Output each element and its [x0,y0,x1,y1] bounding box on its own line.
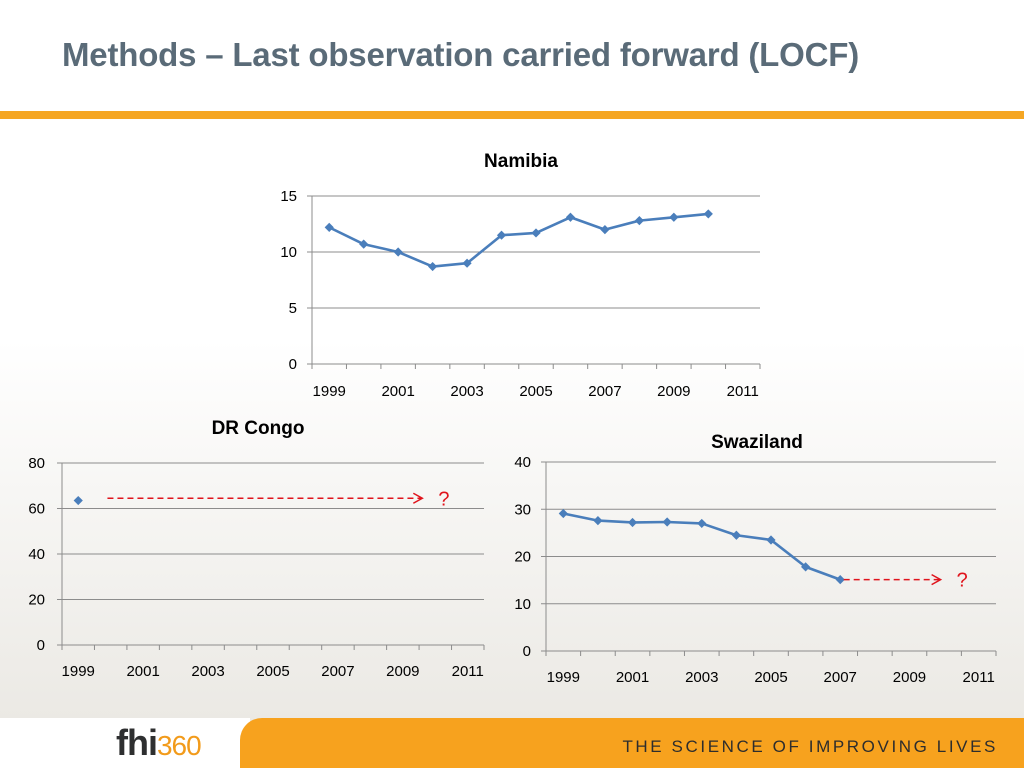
x-tick-label: 2007 [588,383,621,400]
data-point-marker [462,258,472,268]
x-tick-label: 2005 [754,669,787,686]
y-tick-label: 5 [289,300,297,317]
locf-arrow-head [412,492,424,504]
data-point-marker [496,230,507,240]
logo-fhi-text: fhi [116,722,158,763]
chart-title: Namibia [484,151,558,172]
data-point-marker [531,228,541,238]
locf-question-mark: ? [957,570,968,592]
data-point-marker [731,530,741,540]
data-point-marker [428,261,438,272]
y-tick-label: 15 [280,188,297,205]
x-tick-label: 2001 [616,669,649,686]
fhi360-logo: fhi360 [116,722,202,766]
y-tick-label: 60 [28,501,45,518]
x-tick-label: 2011 [452,663,484,680]
data-point-marker [359,239,369,249]
x-tick-label: 2003 [191,663,224,680]
footer-tagline: THE SCIENCE OF IMPROVING LIVES [622,737,998,756]
series-line [328,212,709,268]
x-tick-label: 1999 [62,663,95,680]
data-point-marker [835,575,845,585]
x-tick-label: 2005 [256,663,289,680]
logo-360-text: 360 [156,730,202,761]
data-point-marker [634,216,644,226]
y-tick-label: 40 [28,546,45,563]
y-tick-label: 0 [37,637,45,654]
y-tick-label: 20 [514,549,531,566]
x-tick-label: 2009 [386,663,419,680]
title-divider [0,111,1024,119]
data-point-marker [669,212,679,222]
data-point-marker [662,517,672,527]
x-tick-label: 1999 [313,383,346,400]
x-tick-label: 2011 [963,669,995,686]
x-tick-label: 2001 [126,663,159,680]
data-point-marker [593,515,603,526]
data-point-marker [627,517,638,528]
data-point-marker [703,209,713,219]
slide-title: Methods – Last observation carried forwa… [62,36,859,73]
x-tick-label: 2007 [321,663,354,680]
locf-question-mark: ? [438,488,449,510]
data-point-marker [565,212,576,222]
data-point-marker [697,518,707,529]
x-tick-label: 2003 [685,669,718,686]
data-point-marker [766,535,776,545]
x-tick-label: 2005 [519,383,552,400]
chart-title: DR Congo [212,418,305,439]
footer-tagline-band [240,718,1024,768]
locf-arrow-head [931,573,943,586]
data-point-marker [558,508,568,519]
footer-logo-area [0,718,250,768]
x-tick-label: 1999 [547,669,580,686]
x-tick-label: 2009 [657,383,690,400]
data-point-marker [600,225,610,235]
y-tick-label: 0 [289,356,297,373]
y-tick-label: 80 [28,455,45,472]
y-tick-label: 0 [523,643,531,660]
chart-title: Swaziland [711,432,803,453]
x-tick-label: 2011 [727,383,759,400]
data-point-marker [324,222,334,232]
x-tick-label: 2009 [893,669,926,686]
y-tick-label: 30 [514,501,531,518]
data-point-marker [393,247,403,257]
data-point-marker [801,562,811,572]
x-tick-label: 2007 [824,669,857,686]
y-tick-label: 40 [514,454,531,471]
y-tick-label: 10 [280,244,297,261]
data-point-marker [73,495,83,506]
x-tick-label: 2003 [450,383,483,400]
y-tick-label: 20 [28,592,45,609]
footer-bar: fhi360 THE SCIENCE OF IMPROVING LIVES [0,718,1024,768]
x-tick-label: 2001 [381,383,414,400]
y-tick-label: 10 [514,596,531,613]
